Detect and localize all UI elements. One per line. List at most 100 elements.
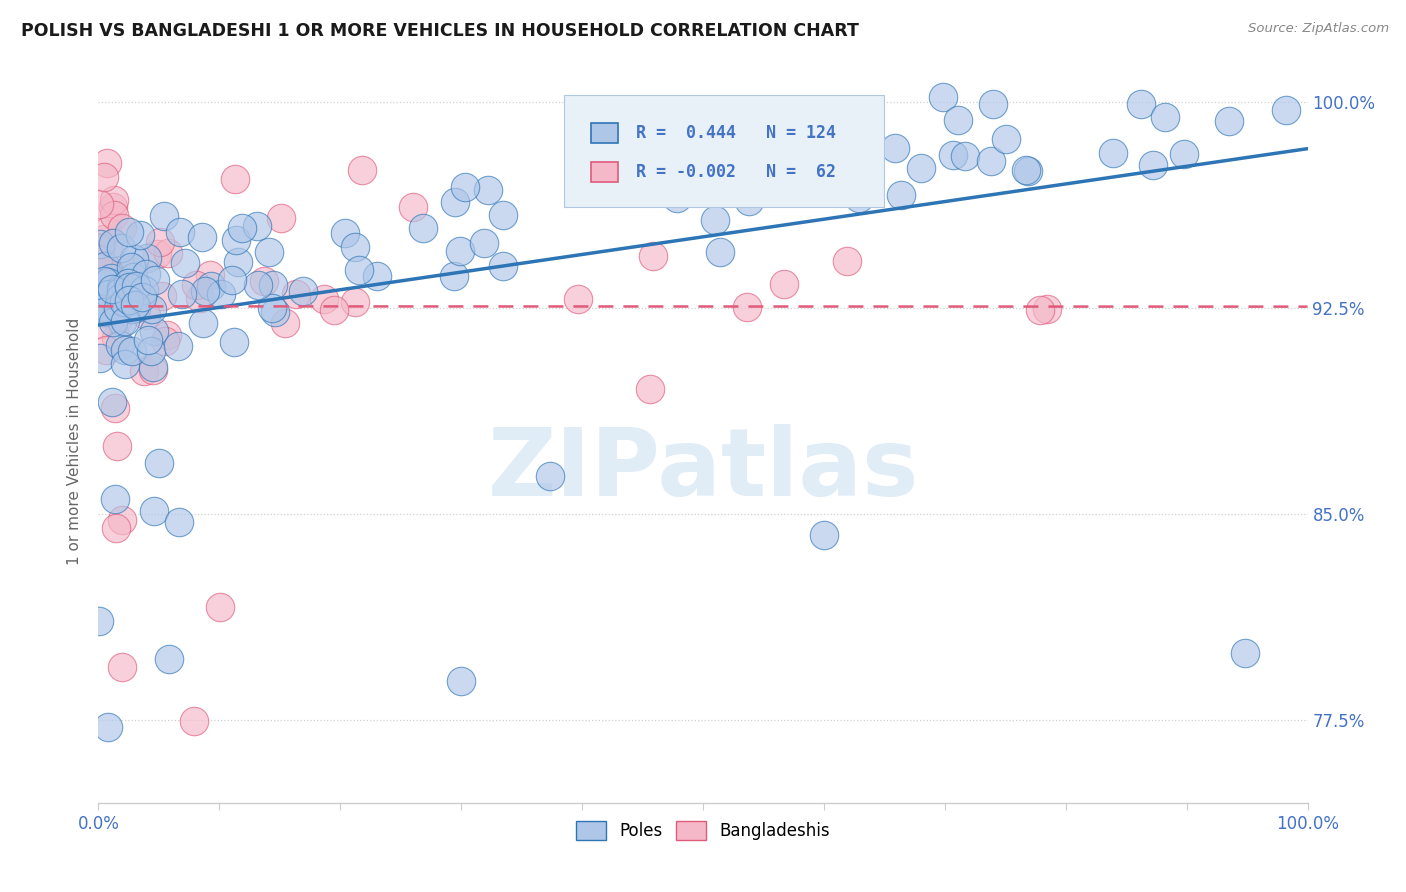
Point xyxy=(454,179,477,194)
Point xyxy=(100,394,122,409)
Point xyxy=(111,513,134,527)
FancyBboxPatch shape xyxy=(564,95,884,207)
Point xyxy=(96,275,118,289)
Point xyxy=(472,235,495,250)
Point xyxy=(129,228,152,243)
Point xyxy=(1017,163,1039,178)
Point xyxy=(932,89,955,103)
Point xyxy=(93,169,115,184)
Point xyxy=(124,298,146,312)
Point xyxy=(94,300,117,314)
FancyBboxPatch shape xyxy=(591,162,617,182)
Point xyxy=(231,221,253,235)
Point xyxy=(477,182,499,196)
Point xyxy=(343,240,366,254)
Point xyxy=(132,364,155,378)
Point xyxy=(110,285,132,299)
Point xyxy=(169,225,191,239)
Point xyxy=(87,197,110,211)
Point xyxy=(193,316,215,330)
Point xyxy=(100,291,122,305)
Point xyxy=(141,301,163,316)
Point xyxy=(94,259,117,273)
Point xyxy=(735,300,758,314)
Point xyxy=(97,275,120,289)
Point xyxy=(136,251,159,265)
Point xyxy=(89,351,111,365)
Point xyxy=(253,274,276,288)
Point xyxy=(314,292,336,306)
Point xyxy=(107,277,129,291)
Point xyxy=(980,154,1002,169)
Point xyxy=(98,287,121,301)
Point xyxy=(366,269,388,284)
Point xyxy=(93,267,115,281)
Point xyxy=(246,219,269,234)
Point xyxy=(643,249,665,263)
Point xyxy=(1028,302,1050,317)
Point xyxy=(122,261,145,276)
Point xyxy=(103,208,125,222)
Point xyxy=(134,283,156,297)
Point xyxy=(139,344,162,359)
Point xyxy=(352,163,374,178)
Point xyxy=(492,208,515,222)
Y-axis label: 1 or more Vehicles in Household: 1 or more Vehicles in Household xyxy=(67,318,83,566)
Point xyxy=(1275,103,1298,118)
Point xyxy=(225,233,247,247)
Point xyxy=(173,255,195,269)
Point xyxy=(100,282,122,296)
Point xyxy=(942,148,965,162)
Point xyxy=(848,191,870,205)
Point xyxy=(87,614,110,628)
Point xyxy=(157,652,180,666)
Point xyxy=(96,224,118,238)
Point xyxy=(772,277,794,291)
Point xyxy=(343,295,366,310)
Point xyxy=(209,286,232,301)
Point xyxy=(347,262,370,277)
Point xyxy=(91,260,114,275)
Point xyxy=(1101,145,1123,160)
Point xyxy=(412,220,434,235)
Point xyxy=(835,254,858,268)
Text: R = -0.002   N =  62: R = -0.002 N = 62 xyxy=(637,163,837,181)
Point xyxy=(104,492,127,507)
Text: R =  0.444   N = 124: R = 0.444 N = 124 xyxy=(637,124,837,142)
Point xyxy=(105,305,128,319)
Point xyxy=(111,660,134,674)
Text: ZIPatlas: ZIPatlas xyxy=(488,425,918,516)
Point xyxy=(122,270,145,285)
Point xyxy=(709,244,731,259)
Point xyxy=(666,191,689,205)
Point xyxy=(142,362,165,376)
Point xyxy=(110,337,132,351)
Point xyxy=(121,301,143,316)
Point xyxy=(443,195,465,210)
Point xyxy=(135,267,157,281)
Point xyxy=(149,235,172,249)
Point xyxy=(209,599,232,614)
Point xyxy=(226,255,249,269)
Point xyxy=(492,259,515,273)
Point xyxy=(100,271,122,285)
Point xyxy=(443,268,465,283)
Point xyxy=(638,382,661,396)
Point xyxy=(135,308,157,322)
Point xyxy=(112,295,135,310)
Point xyxy=(946,113,969,128)
Point xyxy=(285,286,308,301)
Point xyxy=(148,457,170,471)
Point xyxy=(104,277,127,291)
Point xyxy=(124,299,146,313)
Point xyxy=(118,280,141,294)
Point xyxy=(1142,158,1164,172)
Point xyxy=(259,245,281,260)
Point xyxy=(89,317,111,331)
Point xyxy=(87,252,110,266)
Point xyxy=(131,289,153,303)
Point xyxy=(121,344,143,359)
Text: Source: ZipAtlas.com: Source: ZipAtlas.com xyxy=(1249,22,1389,36)
Point xyxy=(1130,97,1153,112)
Point xyxy=(263,305,285,319)
